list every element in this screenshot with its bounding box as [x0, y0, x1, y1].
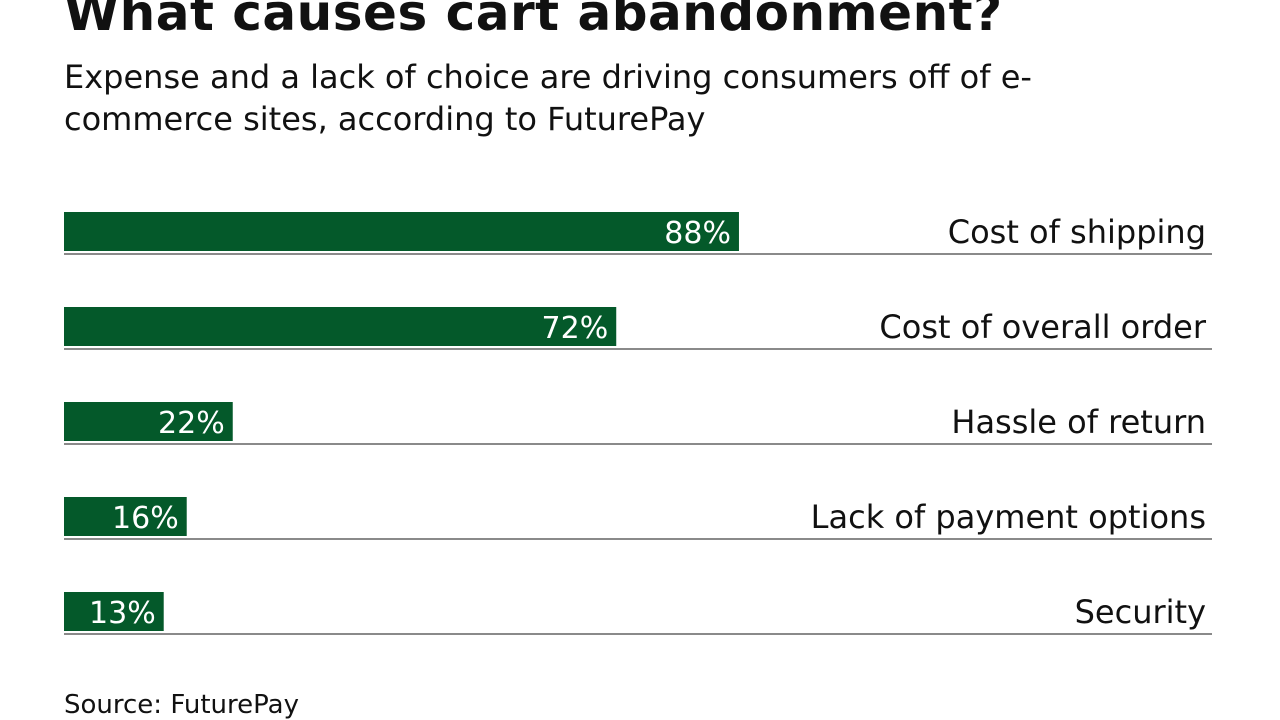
category-label: Hassle of return	[951, 403, 1206, 441]
source-note: Source: FuturePay	[64, 690, 299, 720]
category-label: Lack of payment options	[811, 498, 1206, 536]
chart-title: What causes cart abandonment?	[64, 0, 1003, 42]
category-label: Cost of shipping	[948, 213, 1206, 251]
bar	[64, 402, 233, 441]
category-label: Security	[1075, 593, 1206, 631]
data-label: 16%	[112, 501, 179, 536]
bar	[64, 497, 187, 536]
data-label: 22%	[158, 406, 225, 441]
bar	[64, 592, 164, 631]
data-label: 88%	[664, 216, 731, 251]
category-label: Cost of overall order	[879, 308, 1206, 346]
data-label: 72%	[542, 311, 609, 346]
chart-subtitle: Expense and a lack of choice are driving…	[64, 58, 1032, 138]
data-label: 13%	[89, 596, 156, 631]
bar	[64, 212, 739, 251]
bar	[64, 307, 617, 346]
